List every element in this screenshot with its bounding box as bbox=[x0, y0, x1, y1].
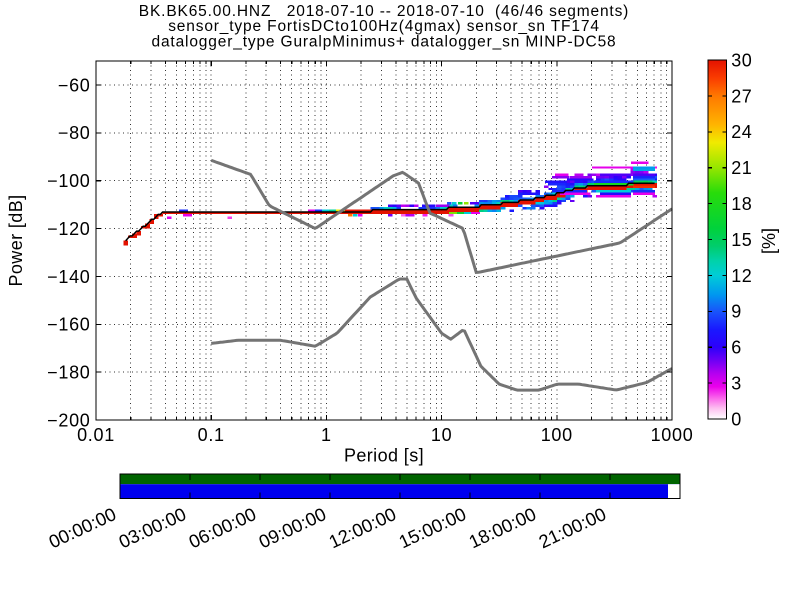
svg-text:10: 10 bbox=[431, 425, 452, 445]
svg-text:−160: −160 bbox=[47, 315, 90, 335]
svg-text:−60: −60 bbox=[58, 75, 91, 95]
svg-text:27: 27 bbox=[731, 86, 752, 106]
svg-text:15: 15 bbox=[731, 230, 752, 250]
svg-text:BK.BK65.00.HNZ 2018-07-10 --: BK.BK65.00.HNZ 2018-07-10 -- 2018-07-10 … bbox=[139, 3, 629, 20]
svg-text:24: 24 bbox=[731, 122, 752, 142]
svg-text:Period [s]: Period [s] bbox=[344, 446, 424, 466]
svg-text:−100: −100 bbox=[47, 171, 90, 191]
svg-text:18: 18 bbox=[731, 194, 752, 214]
svg-text:9: 9 bbox=[731, 302, 742, 322]
svg-text:sensor_type FortisDCto100Hz(4g: sensor_type FortisDCto100Hz(4gmax) senso… bbox=[168, 18, 600, 35]
svg-text:0: 0 bbox=[731, 409, 742, 429]
svg-text:[%]: [%] bbox=[759, 228, 779, 254]
svg-text:−120: −120 bbox=[47, 219, 90, 239]
svg-text:0.01: 0.01 bbox=[77, 425, 115, 445]
svg-text:0.1: 0.1 bbox=[198, 425, 225, 445]
svg-text:12: 12 bbox=[731, 266, 752, 286]
svg-text:Power [dB]: Power [dB] bbox=[6, 194, 26, 286]
svg-text:1: 1 bbox=[321, 425, 332, 445]
svg-text:−80: −80 bbox=[58, 123, 91, 143]
svg-text:6: 6 bbox=[731, 338, 742, 358]
svg-text:−180: −180 bbox=[47, 363, 90, 383]
svg-text:−200: −200 bbox=[47, 410, 90, 430]
svg-text:1000: 1000 bbox=[651, 425, 694, 445]
svg-text:3: 3 bbox=[731, 374, 742, 394]
svg-text:−140: −140 bbox=[47, 267, 90, 287]
svg-text:100: 100 bbox=[541, 425, 573, 445]
svg-text:datalogger_type GuralpMinimus+: datalogger_type GuralpMinimus+ datalogge… bbox=[151, 34, 616, 51]
svg-text:21: 21 bbox=[731, 158, 752, 178]
svg-text:30: 30 bbox=[731, 50, 752, 70]
